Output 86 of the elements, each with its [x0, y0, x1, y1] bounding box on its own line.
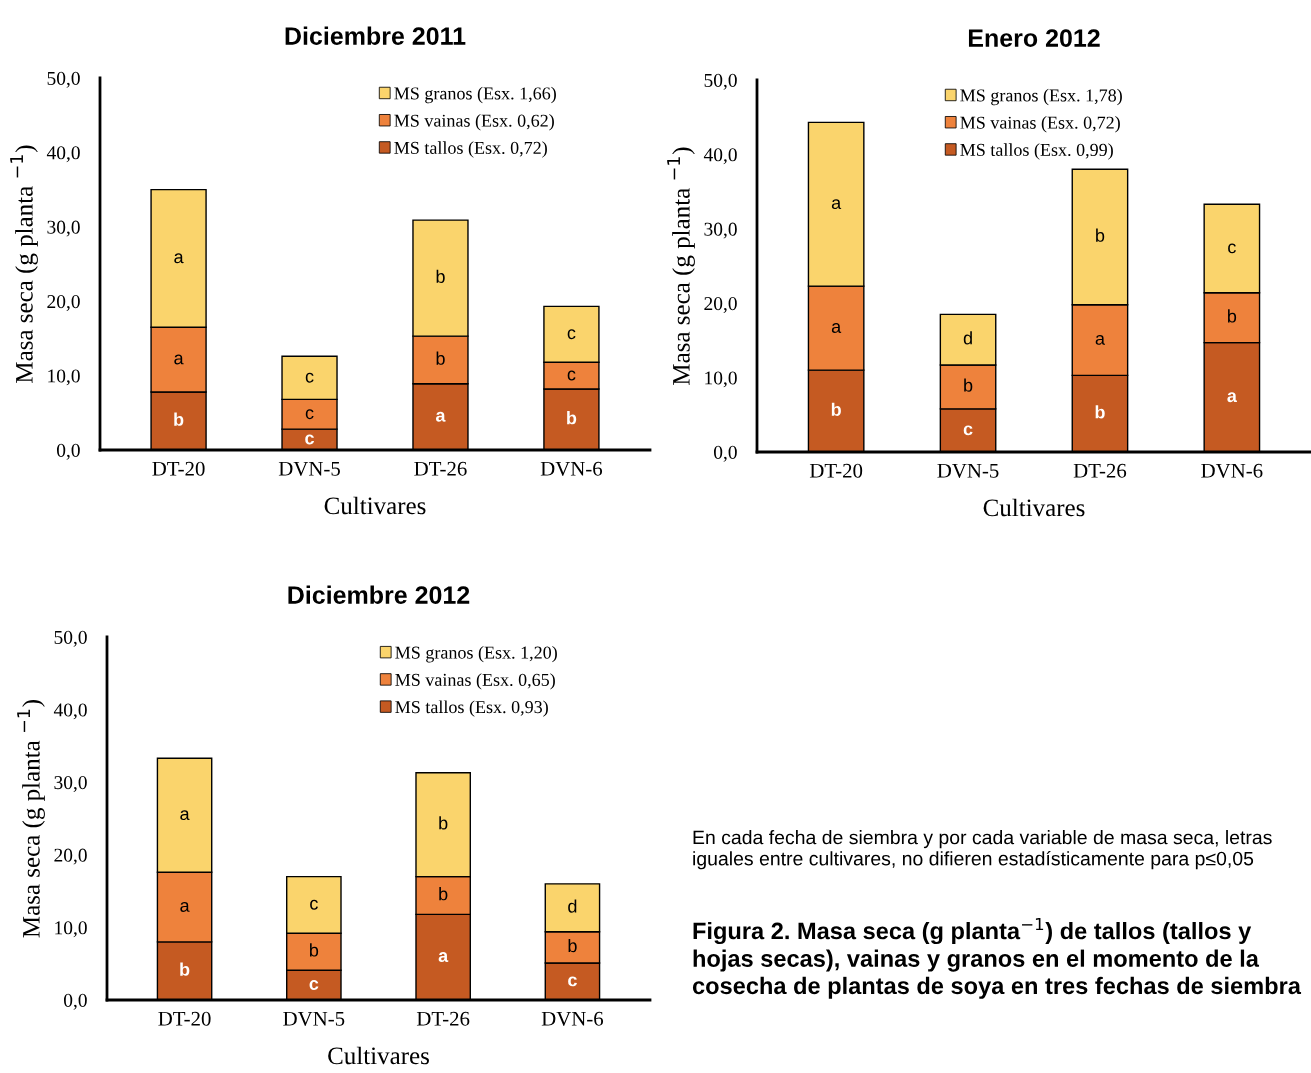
- x-tick-label: DT-26: [416, 1011, 470, 1026]
- data-label: b: [174, 412, 184, 426]
- y-tick-label: 10,0: [55, 921, 87, 938]
- data-label: a: [174, 253, 184, 264]
- text: Figura 2. Masa seca (g planta$^{−1}$) de tallos (tallos y hojas secas), vainas y granos en el momento de la cosecha de plantas de soya en tres fechas de siembra: [692, 918, 1302, 999]
- legend-label: MS vainas (Esx. 0,62): [394, 114, 554, 131]
- legend-label: MS granos (Esx. 1,20): [395, 645, 557, 663]
- x-tick-label: DVN-5: [937, 463, 999, 478]
- data-label: a: [435, 411, 446, 422]
- data-label: a: [831, 323, 842, 333]
- y-tick-label: 30,0: [704, 222, 737, 239]
- y-axis-title: Masa seca (g planta $^{−1}$): [10, 145, 38, 383]
- data-label: b: [1228, 309, 1237, 323]
- data-label: c: [567, 370, 576, 381]
- x-axis-title: Cultivares: [983, 498, 1085, 517]
- y-tick-label: 30,0: [54, 776, 87, 792]
- data-label: c: [305, 409, 314, 420]
- y-axis-title: Masa seca (g planta $^{−1}$): [667, 147, 695, 385]
- y-tick-label: 30,0: [47, 220, 80, 237]
- data-label: a: [831, 199, 842, 210]
- x-tick-label: DT-26: [414, 461, 467, 476]
- y-tick-label: 0,0: [56, 443, 80, 460]
- x-tick-label: DVN-6: [541, 1011, 604, 1026]
- legend-label: MS vainas (Esx. 0,65): [395, 673, 555, 690]
- data-label: c: [568, 976, 577, 987]
- x-axis-title: Cultivares: [324, 496, 426, 515]
- data-label: b: [310, 943, 319, 957]
- data-label: a: [1227, 392, 1237, 403]
- x-tick-label: DVN-5: [278, 461, 340, 476]
- y-tick-label: 20,0: [54, 848, 87, 865]
- data-label: b: [831, 402, 841, 416]
- data-label: b: [436, 351, 445, 365]
- y-axis-title: Masa seca (g planta $^{−1}$): [17, 700, 45, 938]
- data-label: c: [963, 425, 973, 436]
- x-tick-label: DT-20: [809, 463, 863, 478]
- legend-label: MS vainas (Esx. 0,72): [960, 116, 1120, 133]
- y-tick-label: 40,0: [703, 148, 737, 165]
- data-label: c: [1228, 243, 1236, 254]
- data-label: b: [568, 938, 577, 953]
- data-label: a: [438, 952, 449, 963]
- data-label: b: [436, 269, 445, 283]
- y-tick-label: 50,0: [704, 73, 737, 90]
- y-tick-label: 40,0: [53, 703, 87, 720]
- x-tick-label: DVN-5: [283, 1011, 345, 1026]
- data-label: b: [180, 962, 190, 976]
- x-tick-label: DT-26: [1073, 463, 1127, 478]
- x-tick-label: DT-20: [152, 461, 205, 476]
- chart-title: Diciembre 2012: [288, 585, 470, 604]
- data-label: a: [174, 354, 184, 365]
- data-label: b: [1095, 405, 1105, 419]
- data-label: b: [567, 411, 577, 425]
- data-label: b: [964, 378, 973, 392]
- y-tick-label: 10,0: [48, 369, 80, 386]
- y-tick-label: 40,0: [46, 146, 80, 163]
- x-tick-label: DVN-6: [1201, 463, 1263, 478]
- legend-label: MS tallos (Esx. 0,99): [960, 143, 1113, 160]
- y-tick-label: 20,0: [704, 297, 737, 313]
- y-tick-label: 0,0: [63, 993, 87, 1010]
- legend-label: MS granos (Esx. 1,78): [960, 88, 1122, 106]
- data-label: b: [439, 816, 448, 830]
- data-label: c: [567, 329, 576, 340]
- data-label: a: [180, 810, 190, 821]
- x-tick-label: DVN-6: [540, 461, 603, 476]
- data-label: c: [309, 980, 319, 990]
- y-tick-label: 10,0: [705, 371, 737, 388]
- legend-label: MS granos (Esx. 1,66): [394, 86, 556, 104]
- legend-label: MS tallos (Esx. 0,93): [395, 700, 548, 717]
- data-label: d: [568, 899, 577, 913]
- y-tick-label: 50,0: [47, 71, 80, 88]
- data-label: a: [1095, 334, 1105, 345]
- data-label: b: [1096, 228, 1105, 242]
- data-label: a: [180, 902, 190, 912]
- x-tick-label: DT-20: [158, 1011, 211, 1026]
- data-label: c: [305, 372, 314, 383]
- y-tick-label: 20,0: [47, 295, 80, 311]
- data-label: b: [439, 887, 448, 901]
- data-label: c: [310, 899, 318, 910]
- x-axis-title: Cultivares: [328, 1046, 429, 1065]
- data-label: c: [305, 434, 315, 445]
- chart-title: Enero 2012: [968, 29, 1100, 47]
- chart-title: Diciembre 2011: [285, 26, 466, 45]
- y-tick-label: 0,0: [713, 445, 737, 462]
- data-label: d: [963, 331, 972, 345]
- y-tick-label: 50,0: [54, 630, 87, 647]
- text: En cada fecha de siembra y por cada variable de masa seca, letras iguales entre cultivares, no difieren estadísticamente para p≤0,05: [693, 830, 1272, 870]
- legend-label: MS tallos (Esx. 0,72): [394, 141, 547, 158]
